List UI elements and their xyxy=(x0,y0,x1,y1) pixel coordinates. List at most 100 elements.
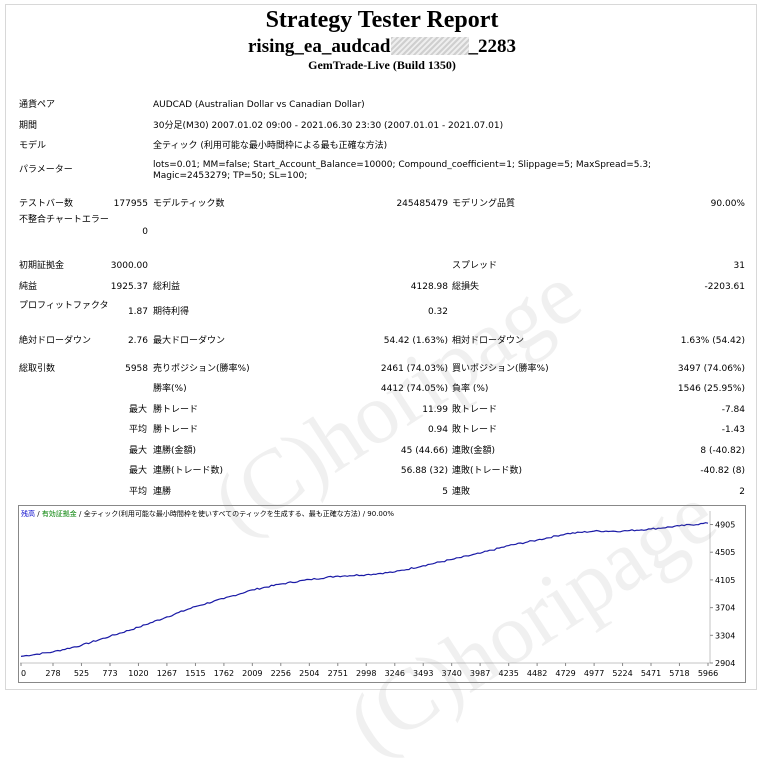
mismatch-label: 不整合チャートエラー xyxy=(19,215,109,225)
bars-value: 177955 xyxy=(113,199,148,209)
x-tick-label: 1762 xyxy=(214,669,234,678)
y-tick-label: 3304 xyxy=(715,631,735,640)
legend-balance: 残高 xyxy=(21,509,35,518)
currency-pair-value: AUDCAD (Australian Dollar vs Canadian Do… xyxy=(153,100,365,110)
params-value: lots=0.01; MM=false; Start_Account_Balan… xyxy=(153,160,652,181)
loss-rate-label: 負率 (%) xyxy=(452,384,489,394)
x-tick-label: 2998 xyxy=(356,669,376,678)
max-cons-label-2: 最大 xyxy=(129,466,148,476)
gross-loss-label: 総損失 xyxy=(452,282,480,292)
ticks-label: モデルティック数 xyxy=(153,199,225,209)
gross-profit-value: 4128.98 xyxy=(410,282,448,292)
rel-drawdown-value: 1.63% (54.42) xyxy=(680,336,745,346)
cons-loss-label: 連敗(トレード数) xyxy=(452,466,523,476)
long-positions-label: 買いポジション(勝率%) xyxy=(452,364,549,374)
cons-loss-value: -40.82 (8) xyxy=(700,466,745,476)
x-tick-label: 5224 xyxy=(612,669,632,678)
y-tick-label: 4105 xyxy=(715,576,735,585)
win-rate-label: 勝率(%) xyxy=(153,384,187,394)
average-label: 平均 xyxy=(129,425,148,435)
avg-cons-wins-label: 連勝 xyxy=(153,487,172,497)
max-drawdown-label: 最大ドローダウン xyxy=(153,336,226,346)
x-tick-label: 525 xyxy=(74,669,89,678)
rel-drawdown-label: 相対ドローダウン xyxy=(452,336,525,346)
legend-sep-2: / xyxy=(77,510,84,518)
x-tick-label: 3740 xyxy=(441,669,461,678)
deposit-label: 初期証拠金 xyxy=(19,261,65,271)
x-tick-label: 5471 xyxy=(641,669,661,678)
avg-cons-label: 平均 xyxy=(129,487,148,497)
cons-profit-value: 56.88 (32) xyxy=(400,466,448,476)
x-tick-label: 278 xyxy=(45,669,60,678)
profit-factor-value: 1.87 xyxy=(127,307,148,317)
ea-name-prefix: rising_ea_audcad xyxy=(247,36,391,57)
model-label: モデル xyxy=(19,141,47,151)
x-tick-label: 5966 xyxy=(698,669,718,678)
x-tick-label: 0 xyxy=(21,669,26,678)
x-tick-label: 773 xyxy=(102,669,117,678)
gross-profit-label: 総利益 xyxy=(153,282,181,292)
gross-loss-value: -2203.61 xyxy=(704,282,745,292)
cons-losses-amount-label: 連敗(金額) xyxy=(452,446,496,456)
x-tick-label: 4235 xyxy=(498,669,518,678)
legend-description: 全ティック(利用可能な最小時間枠を使いすべてのティックを生成する、最も正確な方法… xyxy=(84,509,395,518)
balance-line xyxy=(20,522,709,657)
x-tick-label: 4482 xyxy=(527,669,547,678)
largest-loss-label: 敗トレード xyxy=(452,405,498,415)
avg-win-value: 0.94 xyxy=(427,425,448,435)
avg-cons-wins-value: 5 xyxy=(442,487,448,497)
x-tick-label: 3246 xyxy=(385,669,405,678)
net-profit-value: 1925.37 xyxy=(110,282,148,292)
profit-factor-label: プロフィットファクタ xyxy=(19,301,109,311)
chart-header: 残高 / 有効証拠金 / 全ティック(利用可能な最小時間枠を使いすべてのティック… xyxy=(21,509,394,518)
x-tick-label: 1020 xyxy=(128,669,148,678)
total-trades-value: 5958 xyxy=(125,364,148,374)
model-value: 全ティック (利用可能な最小時間枠による最も正確な方法) xyxy=(153,141,388,151)
chart-border xyxy=(18,505,746,683)
avg-loss-value: -1.43 xyxy=(721,425,745,435)
win-rate-value: 4412 (74.05%) xyxy=(380,384,448,394)
avg-win-label: 勝トレード xyxy=(153,425,199,435)
spread-label: スプレッド xyxy=(452,261,498,271)
balance-chart: 残高 / 有効証拠金 / 全ティック(利用可能な最小時間枠を使いすべてのティック… xyxy=(18,505,746,683)
net-profit-label: 純益 xyxy=(19,282,38,292)
cons-wins-amount-value: 45 (44.66) xyxy=(400,446,448,456)
x-tick-label: 1267 xyxy=(157,669,177,678)
currency-pair-label: 通貨ペア xyxy=(19,100,56,110)
expected-payoff-value: 0.32 xyxy=(427,307,448,317)
x-tick-label: 1515 xyxy=(185,669,205,678)
cons-losses-amount-value: 8 (-40.82) xyxy=(700,446,745,456)
x-tick-label: 2009 xyxy=(242,669,262,678)
x-tick-label: 4977 xyxy=(584,669,604,678)
y-tick-label: 4905 xyxy=(715,521,735,530)
short-positions-label: 売りポジション(勝率%) xyxy=(153,364,250,374)
y-tick-label: 2904 xyxy=(715,659,735,668)
avg-cons-losses-label: 連敗 xyxy=(452,487,471,497)
long-positions-value: 3497 (74.06%) xyxy=(677,364,745,374)
max-cons-label: 最大 xyxy=(129,446,148,456)
report-frame xyxy=(5,4,757,690)
avg-cons-losses-value: 2 xyxy=(739,487,745,497)
mismatch-value: 0 xyxy=(142,227,148,237)
deposit-value: 3000.00 xyxy=(110,261,148,271)
ea-name-suffix: _2283 xyxy=(468,36,517,57)
quality-value: 90.00% xyxy=(710,199,745,209)
expected-payoff-label: 期待利得 xyxy=(153,307,190,317)
abs-drawdown-value: 2.76 xyxy=(127,336,148,346)
redacted-block xyxy=(390,37,469,55)
ticks-value: 245485479 xyxy=(396,199,448,209)
x-tick-label: 4729 xyxy=(555,669,575,678)
x-tick-label: 2751 xyxy=(328,669,348,678)
short-positions-value: 2461 (74.03%) xyxy=(380,364,448,374)
server-build: GemTrade-Live (Build 1350) xyxy=(308,58,456,72)
spread-value: 31 xyxy=(733,261,745,271)
balance-chart-svg: 残高 / 有効証拠金 / 全ティック(利用可能な最小時間枠を使いすべてのティック… xyxy=(18,505,746,683)
largest-win-label: 勝トレード xyxy=(153,405,199,415)
ea-name: rising_ea_audcad _2283 xyxy=(0,36,764,58)
loss-rate-value: 1546 (25.95%) xyxy=(677,384,745,394)
y-tick-label: 4505 xyxy=(715,548,735,557)
x-tick-label: 2256 xyxy=(271,669,291,678)
cons-wins-amount-label: 連勝(金額) xyxy=(153,446,197,456)
avg-loss-label: 敗トレード xyxy=(452,425,498,435)
largest-label: 最大 xyxy=(129,405,148,415)
